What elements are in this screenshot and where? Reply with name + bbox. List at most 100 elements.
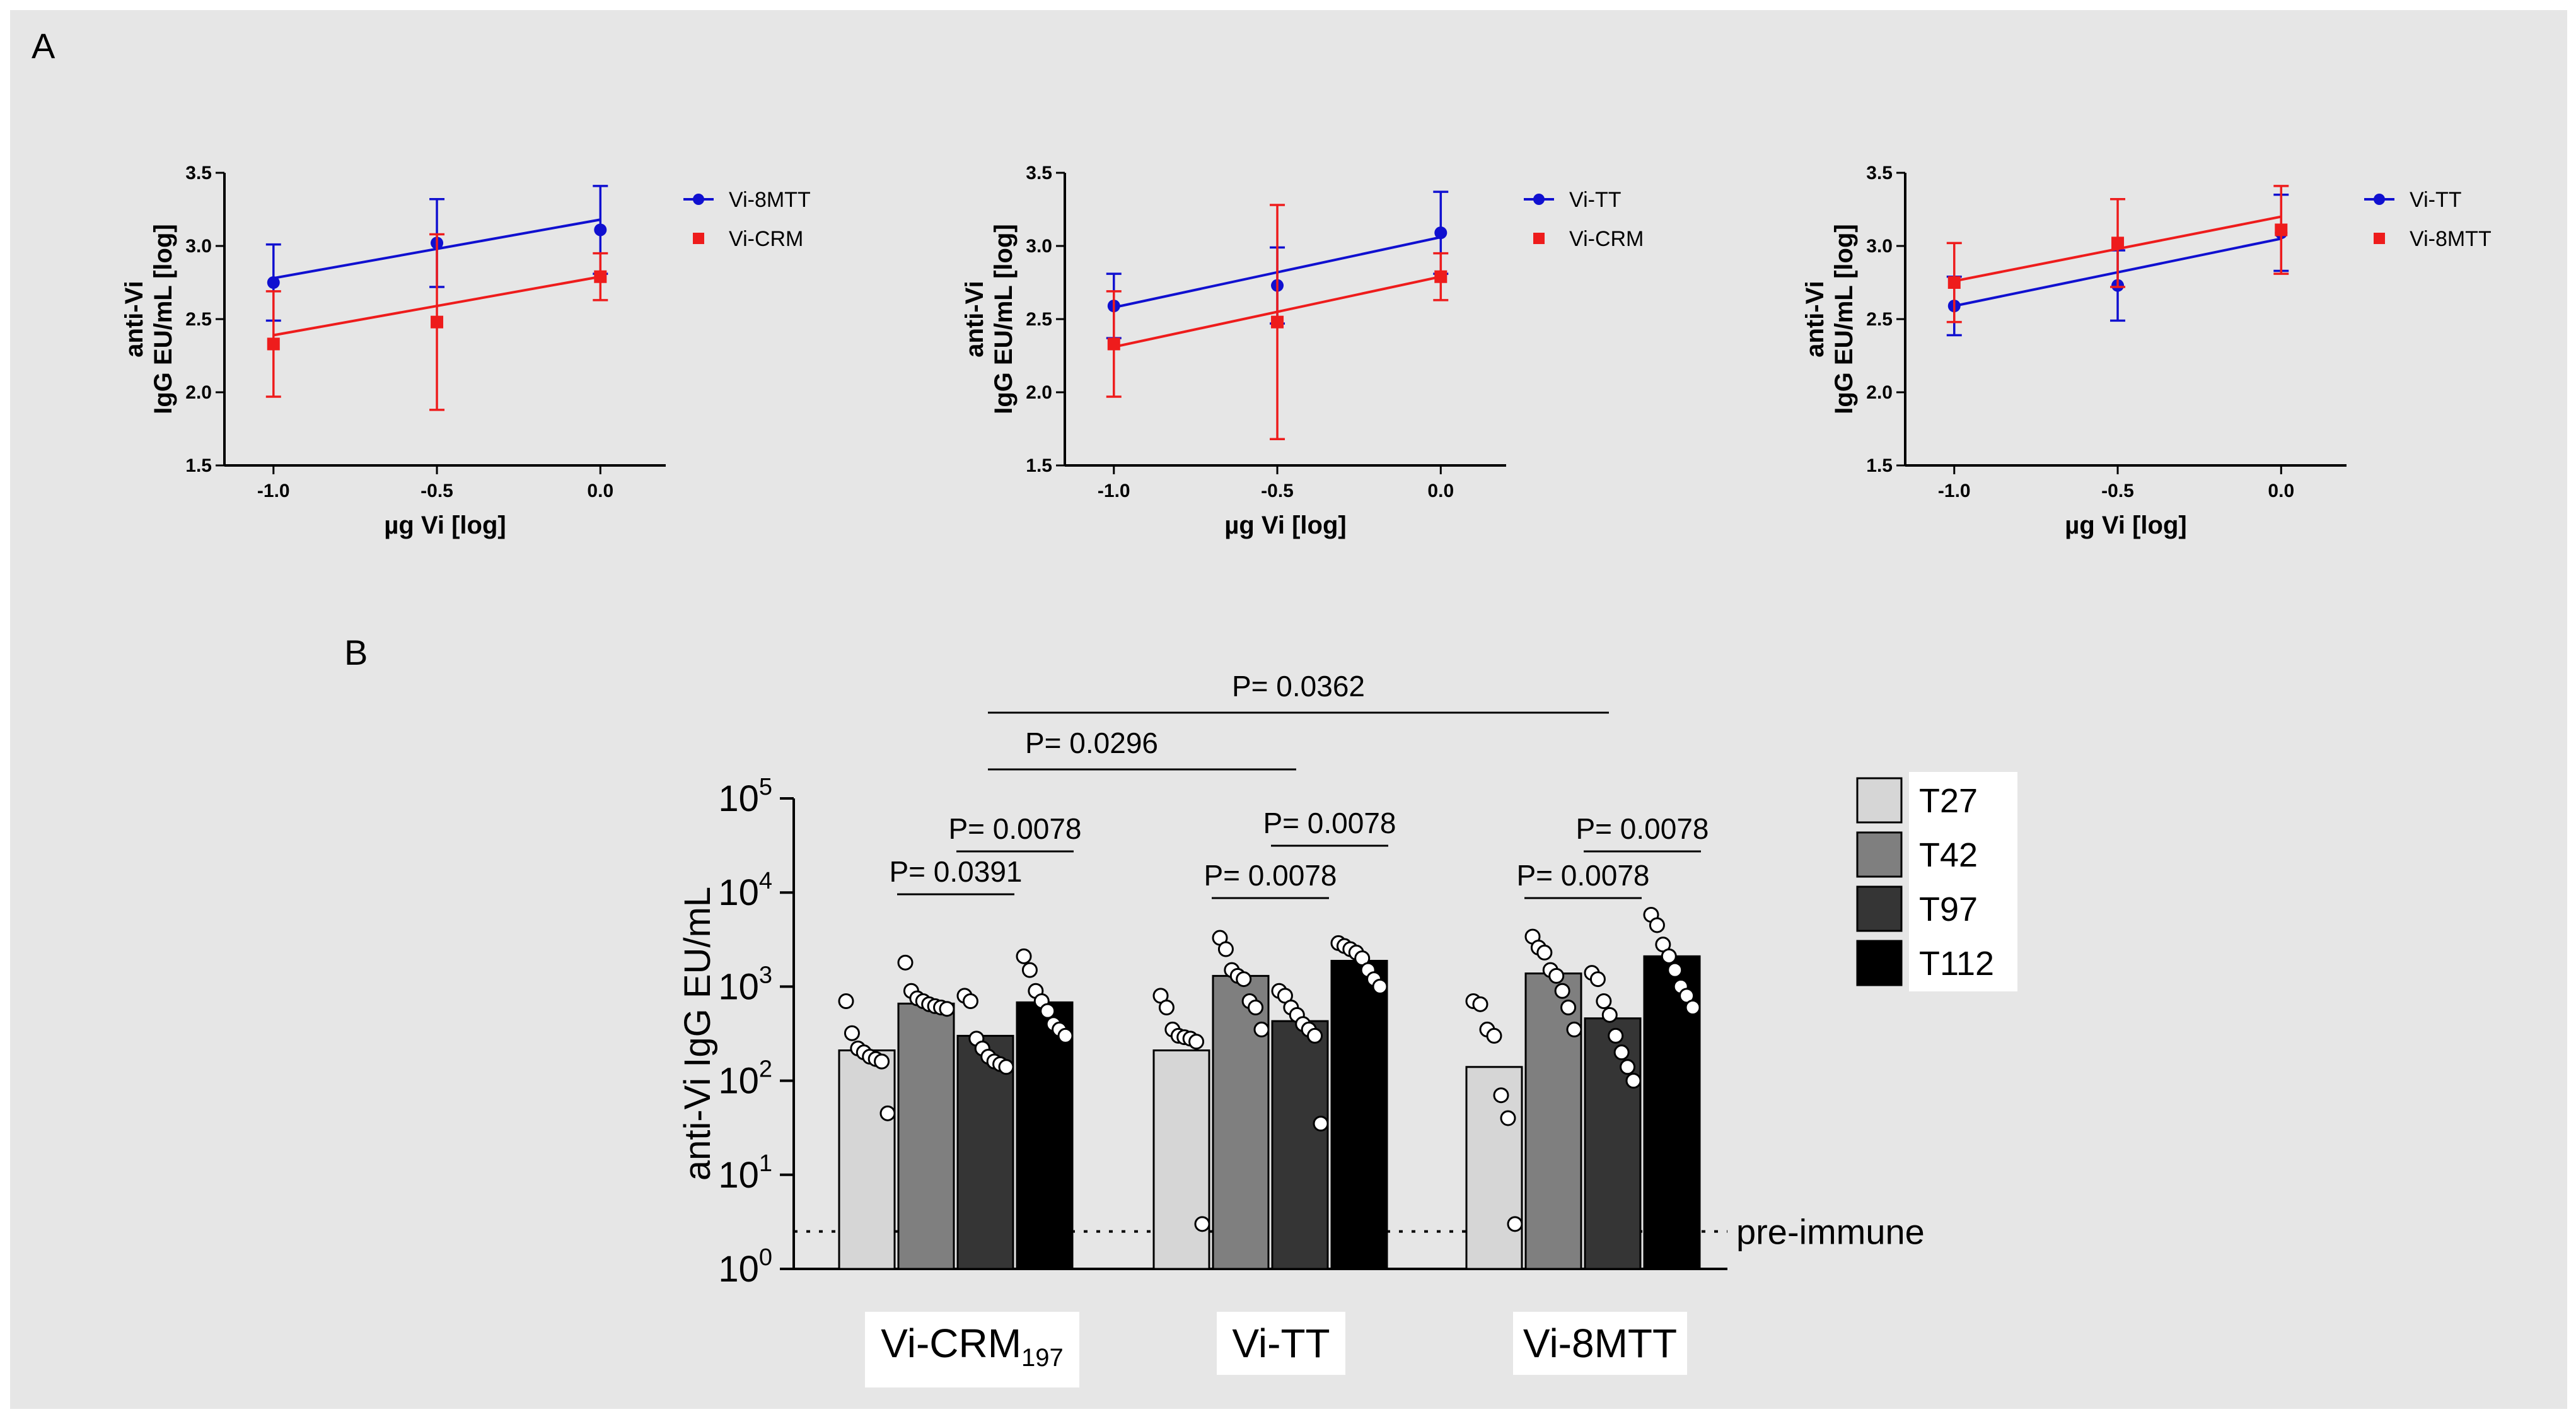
y-tick-label: 3.5 [185, 163, 212, 184]
x-tick-label: 0.0 [1427, 481, 1454, 501]
data-point [1661, 948, 1677, 964]
data-point [1194, 1216, 1210, 1232]
data-point [1271, 315, 1284, 329]
legend-label: Vi-CRM [1569, 227, 1644, 251]
bar-t42 [1524, 972, 1582, 1270]
y-tick-label: 2.0 [1026, 382, 1052, 403]
panel-label-a: A [32, 26, 55, 66]
bar-t112 [1330, 959, 1388, 1270]
significance-label: P= 0.0078 [1516, 859, 1649, 892]
significance-label: P= 0.0391 [889, 855, 1022, 888]
data-point [1158, 999, 1175, 1015]
data-point [1307, 1027, 1323, 1044]
y-axis-label-line-1: anti-Vi [1801, 281, 1829, 358]
group-label-main: Vi-CRM [881, 1321, 1022, 1366]
x-axis-label: µg Vi [log] [2065, 511, 2186, 539]
data-point [962, 993, 978, 1010]
data-point [1548, 967, 1565, 984]
bar-t27 [1465, 1066, 1523, 1270]
legend-label: Vi-TT [1569, 188, 1621, 212]
x-tick-label: -0.5 [2101, 481, 2134, 501]
legend-label: Vi-8MTT [2410, 227, 2492, 251]
legend-marker [693, 194, 704, 205]
y-axis-label-line-1: anti-Vi [120, 281, 148, 358]
legend-label-t97: T97 [1919, 891, 1978, 928]
y-tick-label: 1.5 [1026, 455, 1052, 476]
y-tick-label: 105 [718, 774, 772, 819]
legend-swatch-t27 [1856, 777, 1903, 824]
data-point [998, 1059, 1014, 1075]
figure-panel: 1.5 2.0 2.5 3.0 3.5 -1.0 -0.5 0.0 µg Vi [log] ant… [10, 10, 2567, 1409]
comparison-label: P= 0.0362 [1232, 670, 1365, 703]
group-label-sub: 197 [1021, 1344, 1064, 1372]
y-tick-label: 3.0 [1866, 236, 1893, 257]
x-tick-label: 0.0 [587, 481, 613, 501]
data-point [1601, 1007, 1618, 1023]
bar-t27 [1152, 1049, 1210, 1270]
y-tick-label: 1.5 [1866, 455, 1893, 476]
legend-label: Vi-CRM [729, 227, 803, 251]
y-tick-label: 100 [718, 1244, 772, 1290]
data-point [844, 1025, 860, 1041]
data-point [1434, 270, 1448, 283]
bar-t42 [897, 1002, 955, 1270]
data-point [1040, 1003, 1056, 1019]
data-point [1596, 993, 1612, 1010]
y-tick-label: 104 [718, 868, 772, 913]
legend-label: Vi-TT [2410, 188, 2461, 212]
data-point [1947, 276, 1961, 289]
y-tick-label: 3.0 [1026, 236, 1052, 257]
data-point [1667, 962, 1683, 978]
x-tick-label: -0.5 [421, 481, 453, 501]
data-point [1613, 1044, 1630, 1061]
data-point [879, 1105, 896, 1121]
y-axis-label-line-2: IgG EU/mL [log] [990, 224, 1018, 414]
data-point [1107, 337, 1120, 351]
bar-t97 [956, 1034, 1014, 1270]
data-point [1608, 1027, 1624, 1044]
data-point [1021, 962, 1038, 978]
legend-swatch-t112 [1856, 940, 1903, 986]
group-label-main: Vi-TT [1232, 1321, 1330, 1366]
y-tick-label: 2.0 [1866, 382, 1893, 403]
data-point [874, 1053, 890, 1070]
group-label-main: Vi-8MTT [1523, 1321, 1678, 1366]
data-point [1554, 983, 1570, 999]
group-label-vi-crm197: Vi-CRM197 [865, 1312, 1079, 1387]
significance-label: P= 0.0078 [1575, 812, 1709, 845]
group-label-vi-8mtt: Vi-8MTT [1513, 1312, 1687, 1375]
legend-label-box [1909, 935, 2017, 991]
data-point [1016, 948, 1032, 964]
data-point [939, 1001, 955, 1017]
x-axis-label: µg Vi [log] [384, 511, 506, 539]
data-point [1253, 1021, 1270, 1037]
y-axis-label-line-2: IgG EU/mL [log] [1830, 224, 1858, 414]
data-point [1057, 1027, 1074, 1044]
y-tick-label: 1.5 [185, 455, 212, 476]
x-tick-label: -0.5 [1261, 481, 1294, 501]
data-point [1685, 999, 1701, 1015]
significance-label: P= 0.0078 [1263, 807, 1396, 839]
data-point [594, 223, 607, 237]
data-point [1493, 1087, 1509, 1104]
x-tick-label: -1.0 [1098, 481, 1130, 501]
significance-label: P= 0.0078 [948, 812, 1081, 845]
data-point [1248, 999, 1264, 1015]
y-tick-label: 2.0 [185, 382, 212, 403]
x-tick-label: -1.0 [1938, 481, 1971, 501]
pre-immune-label: pre-immune [1736, 1212, 1925, 1252]
data-point [1625, 1073, 1642, 1089]
bar-t42 [1212, 974, 1270, 1270]
x-axis-label: µg Vi [log] [1224, 511, 1346, 539]
data-point [1434, 226, 1448, 240]
data-point [1507, 1216, 1523, 1232]
x-tick-label: -1.0 [257, 481, 290, 501]
data-point [1217, 941, 1234, 957]
legend-swatch-t97 [1856, 885, 1903, 932]
y-tick-label: 3.5 [1026, 163, 1052, 184]
figure-canvas: 1.5 2.0 2.5 3.0 3.5 -1.0 -0.5 0.0 µg Vi [log] ant… [120, 163, 2492, 1290]
data-point [2111, 237, 2125, 250]
data-point [2275, 223, 2288, 237]
y-tick-label: 101 [718, 1150, 772, 1196]
y-tick-label: 3.5 [1866, 163, 1893, 184]
